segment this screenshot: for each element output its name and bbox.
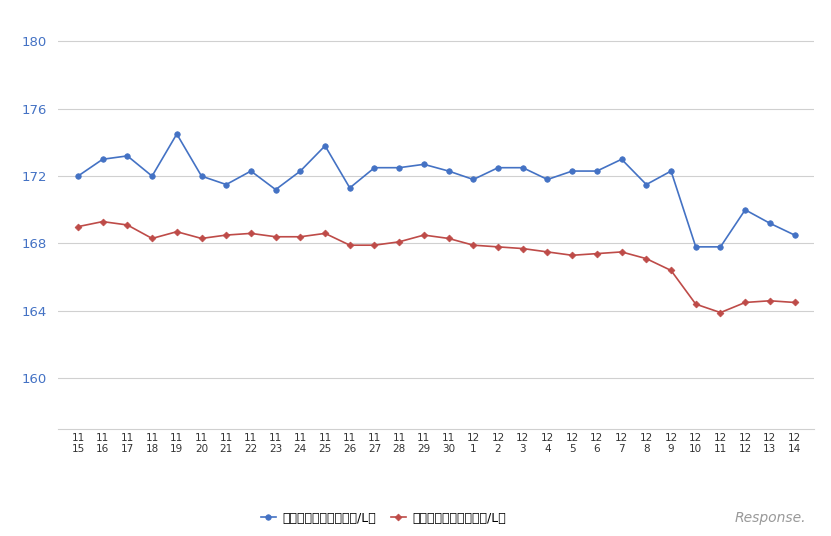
ハイオク県板価格（円/L）	[543, 176, 553, 183]
ハイオク県板価格（円/L）	[271, 187, 281, 193]
ハイオク実売価格（円/L）	[740, 299, 750, 306]
ハイオク県板価格（円/L）	[73, 173, 83, 180]
ハイオク実売価格（円/L）	[98, 218, 108, 225]
ハイオク実売価格（円/L）	[518, 245, 528, 252]
ハイオク県板価格（円/L）	[469, 176, 479, 183]
ハイオク実売価格（円/L）	[691, 301, 701, 307]
ハイオク県板価格（円/L）	[518, 165, 528, 171]
ハイオク実売価格（円/L）	[666, 267, 676, 274]
ハイオク県板価格（円/L）	[345, 185, 355, 191]
ハイオク県板価格（円/L）	[320, 143, 330, 149]
ハイオク実売価格（円/L）	[246, 230, 256, 236]
ハイオク県板価格（円/L）	[691, 244, 701, 250]
ハイオク県板価格（円/L）	[196, 173, 206, 180]
Line: ハイオク県板価格（円/L）: ハイオク県板価格（円/L）	[75, 131, 798, 250]
Line: ハイオク実売価格（円/L）: ハイオク実売価格（円/L）	[76, 219, 797, 315]
ハイオク実売価格（円/L）	[715, 309, 725, 316]
ハイオク実売価格（円/L）	[320, 230, 330, 236]
ハイオク県板価格（円/L）	[765, 220, 774, 227]
ハイオク実売価格（円/L）	[394, 239, 404, 245]
ハイオク実売価格（円/L）	[543, 249, 553, 255]
ハイオク実売価格（円/L）	[419, 232, 429, 239]
ハイオク県板価格（円/L）	[715, 244, 725, 250]
ハイオク県板価格（円/L）	[147, 173, 157, 180]
ハイオク実売価格（円/L）	[147, 235, 157, 242]
ハイオク県板価格（円/L）	[444, 168, 454, 174]
ハイオク実売価格（円/L）	[592, 250, 602, 257]
ハイオク県板価格（円/L）	[394, 165, 404, 171]
ハイオク県板価格（円/L）	[419, 161, 429, 168]
ハイオク県板価格（円/L）	[493, 165, 503, 171]
ハイオク実売価格（円/L）	[122, 222, 132, 228]
ハイオク県板価格（円/L）	[370, 165, 380, 171]
ハイオク実売価格（円/L）	[469, 242, 479, 248]
ハイオク県板価格（円/L）	[221, 181, 231, 188]
ハイオク県板価格（円/L）	[568, 168, 578, 174]
ハイオク実売価格（円/L）	[765, 297, 774, 304]
ハイオク県板価格（円/L）	[98, 156, 108, 162]
ハイオク県板価格（円/L）	[789, 232, 799, 239]
Text: Response.: Response.	[735, 511, 806, 525]
ハイオク実売価格（円/L）	[73, 224, 83, 230]
ハイオク県板価格（円/L）	[666, 168, 676, 174]
ハイオク県板価格（円/L）	[642, 181, 652, 188]
ハイオク実売価格（円/L）	[493, 244, 503, 250]
ハイオク県板価格（円/L）	[172, 131, 182, 137]
ハイオク県板価格（円/L）	[617, 156, 627, 162]
ハイオク実売価格（円/L）	[642, 256, 652, 262]
ハイオク県板価格（円/L）	[740, 206, 750, 213]
ハイオク県板価格（円/L）	[592, 168, 602, 174]
ハイオク実売価格（円/L）	[568, 252, 578, 258]
ハイオク実売価格（円/L）	[196, 235, 206, 242]
ハイオク実売価格（円/L）	[370, 242, 380, 248]
ハイオク実売価格（円/L）	[271, 234, 281, 240]
ハイオク実売価格（円/L）	[617, 249, 627, 255]
ハイオク県板価格（円/L）	[246, 168, 256, 174]
ハイオク実売価格（円/L）	[789, 299, 799, 306]
ハイオク県板価格（円/L）	[122, 153, 132, 159]
ハイオク実売価格（円/L）	[295, 234, 305, 240]
ハイオク実売価格（円/L）	[345, 242, 355, 248]
ハイオク実売価格（円/L）	[221, 232, 231, 239]
ハイオク県板価格（円/L）	[295, 168, 305, 174]
ハイオク実売価格（円/L）	[172, 228, 182, 235]
ハイオク実売価格（円/L）	[444, 235, 454, 242]
Legend: ハイオク県板価格（円/L）, ハイオク実売価格（円/L）: ハイオク県板価格（円/L）, ハイオク実売価格（円/L）	[256, 507, 511, 530]
